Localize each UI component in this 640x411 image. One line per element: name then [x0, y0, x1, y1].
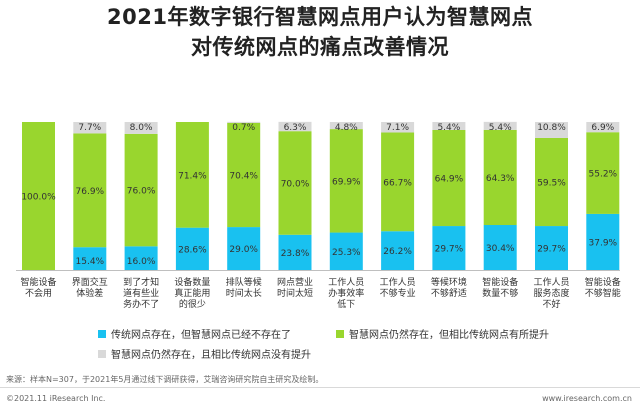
bar-segment-s3-1	[73, 122, 107, 134]
data-label-s2-10: 59.5%	[537, 179, 566, 189]
bar-segment-s2-5	[278, 131, 312, 235]
data-label-s1-11: 37.9%	[589, 238, 618, 248]
bar-segment-s2-10	[535, 137, 568, 227]
bar-segment-s2-9	[483, 129, 517, 226]
data-label-s3-11: 6.9%	[591, 123, 614, 133]
bar-segment-s2-4	[227, 122, 261, 228]
bar-segment-s2-8	[432, 129, 466, 227]
data-label-s2-0: 100.0%	[21, 193, 56, 203]
bar-segment-s1-10	[535, 226, 568, 270]
bar-segment-s1-7	[381, 231, 415, 270]
data-label-s3-10: 10.8%	[537, 123, 566, 133]
legend-swatch-s1	[98, 329, 106, 338]
bar-segment-s2-0	[22, 122, 55, 270]
bar-segment-s3-9	[483, 121, 517, 130]
legend-label-s3: 智慧网点仍然存在，且相比传统网点没有提升	[111, 350, 311, 361]
category-label-5: 网点营业时间太短	[277, 276, 313, 299]
legend-label-s1: 传统网点存在，但智慧网点已经不存在了	[111, 330, 291, 341]
bar-segment-s3-8	[432, 122, 466, 130]
footer-divider	[0, 387, 640, 388]
category-label-10: 工作人员服务态度不好	[533, 276, 569, 310]
data-label-s3-6: 4.8%	[335, 123, 358, 133]
data-label-s1-5: 23.8%	[281, 249, 310, 259]
legend-item-s2: 智慧网点仍然存在，但相比传统网点有所提升	[336, 326, 549, 341]
bar-segment-s3-10	[535, 122, 568, 138]
chart-title-line1: 2021年数字银行智慧网点用户认为智慧网点	[107, 5, 533, 29]
bar-segment-s1-8	[432, 226, 466, 270]
data-label-s1-8: 29.7%	[435, 245, 464, 255]
stacked-bar-chart: 100.0% 智能设备不会用 15.4% 76.9% 7.7% 界面交互体验差 16.0% 7…	[16, 121, 621, 310]
bar-segment-s2-7	[381, 132, 415, 232]
category-label-11: 智能设备不够智能	[585, 276, 621, 299]
copyright: ©2021.11 iResearch Inc.	[6, 394, 106, 403]
bar-segment-s3-6	[329, 122, 363, 130]
category-label-7: 工作人员不够专业	[380, 276, 416, 299]
data-label-s1-1: 15.4%	[76, 257, 105, 267]
data-label-s3-5: 6.3%	[284, 123, 307, 133]
data-label-s3-7: 7.1%	[386, 123, 409, 133]
data-label-s2-11: 55.2%	[589, 170, 618, 180]
category-label-2: 到了才知道有些业务办不了	[123, 276, 159, 310]
website-link[interactable]: www.iresearch.com.cn	[542, 394, 632, 403]
bar-segment-s1-2	[124, 246, 158, 270]
legend-item-s3: 智慧网点仍然存在，且相比传统网点没有提升	[98, 346, 311, 361]
data-label-s2-2: 76.0%	[127, 187, 156, 197]
data-label-s3-1: 7.7%	[78, 123, 101, 133]
legend-label-s2: 智慧网点仍然存在，但相比传统网点有所提升	[349, 330, 549, 341]
data-label-s2-7: 66.7%	[383, 178, 412, 188]
category-label-8: 等候环境不够舒适	[431, 276, 467, 299]
legend-item-s1: 传统网点存在，但智慧网点已经不存在了	[98, 326, 291, 341]
data-label-s1-6: 25.3%	[332, 248, 361, 258]
data-label-s1-7: 26.2%	[383, 247, 412, 257]
bar-segment-s1-3	[175, 227, 209, 270]
bar-segment-s1-4	[227, 227, 261, 270]
data-label-s2-9: 64.3%	[486, 174, 515, 184]
data-label-s2-6: 69.9%	[332, 177, 361, 187]
bar-segment-s3-4	[227, 121, 261, 123]
bar-segment-s2-2	[124, 133, 158, 247]
data-label-s2-8: 64.9%	[435, 175, 464, 185]
data-label-s3-2: 8.0%	[130, 123, 153, 133]
source-footnote: 来源：样本N=307，于2021年5月通过线下调研获得，艾瑞咨询研究院自主研究及…	[6, 375, 324, 384]
chart-title-line2: 对传统网点的痛点改善情况	[191, 35, 449, 59]
data-label-s3-4: 0.7%	[232, 123, 255, 133]
data-label-s1-9: 30.4%	[486, 244, 515, 254]
data-label-s3-8: 5.4%	[437, 123, 460, 133]
bar-segment-s1-9	[483, 225, 517, 270]
category-label-3: 设备数量真正能用的很少	[174, 276, 210, 310]
bar-segment-s2-6	[329, 129, 363, 233]
data-label-s2-1: 76.9%	[76, 187, 105, 197]
data-label-s2-3: 71.4%	[178, 171, 207, 181]
bar-segment-s1-6	[329, 232, 363, 270]
data-label-s1-4: 29.0%	[229, 245, 258, 255]
data-label-s2-5: 70.0%	[281, 179, 310, 189]
bar-segment-s2-11	[586, 132, 620, 214]
data-label-s3-9: 5.4%	[489, 123, 512, 133]
category-label-6: 工作人员办事效率低下	[328, 276, 364, 310]
legend-swatch-s3	[98, 349, 106, 358]
bar-segment-s3-11	[586, 122, 620, 133]
category-label-0: 智能设备不会用	[20, 276, 56, 299]
data-label-s2-4: 70.4%	[229, 171, 258, 181]
bar-segment-s1-1	[73, 247, 107, 270]
bar-segment-s2-3	[175, 122, 209, 228]
bar-segment-s2-1	[73, 133, 107, 248]
data-label-s1-2: 16.0%	[127, 257, 156, 267]
data-label-s1-10: 29.7%	[537, 245, 566, 255]
data-label-s1-3: 28.6%	[178, 245, 207, 255]
category-label-1: 界面交互体验差	[72, 276, 108, 299]
bar-segment-s3-7	[381, 122, 415, 133]
bar-segment-s3-2	[124, 122, 158, 134]
category-label-9: 智能设备数量不够	[482, 276, 518, 299]
bar-segment-s1-11	[586, 213, 620, 270]
bar-segment-s1-5	[278, 234, 312, 270]
category-label-4: 排队等候时间太长	[226, 276, 262, 299]
legend-swatch-s2	[336, 329, 344, 338]
bar-segment-s3-5	[278, 121, 312, 132]
